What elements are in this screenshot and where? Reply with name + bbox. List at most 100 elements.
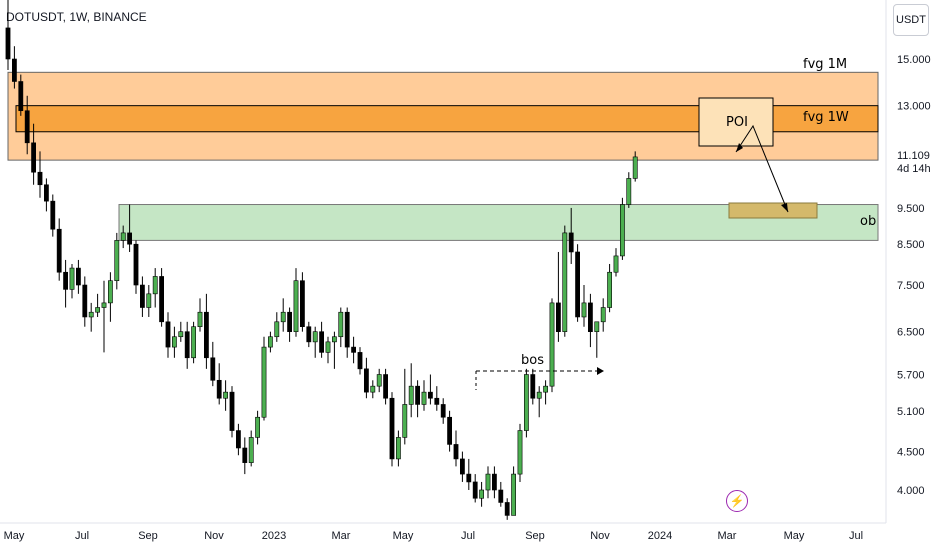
poi-label: POI bbox=[726, 115, 748, 130]
candle-down bbox=[344, 311, 350, 348]
candle-down bbox=[568, 232, 574, 253]
lightning-icon[interactable]: ⚡ bbox=[726, 490, 748, 512]
ob-label: ob bbox=[860, 214, 876, 229]
time-tick-label: May bbox=[4, 530, 25, 542]
candle-up bbox=[408, 385, 414, 405]
poi-box bbox=[698, 97, 774, 147]
bar-countdown: 4d 14h bbox=[897, 163, 931, 175]
candles-layer bbox=[5, 0, 638, 520]
candle-up bbox=[479, 489, 484, 499]
candle-down bbox=[18, 81, 24, 112]
candle-down bbox=[43, 184, 49, 202]
candle-down bbox=[133, 243, 139, 286]
candle-down bbox=[447, 416, 452, 445]
candle-up bbox=[549, 302, 555, 387]
candle-up bbox=[536, 391, 542, 399]
price-tick-label: 5.100 bbox=[897, 406, 925, 418]
candle-down bbox=[459, 458, 465, 475]
candle-down bbox=[440, 404, 446, 418]
candle-down bbox=[434, 397, 440, 405]
price-tick-label: 7.500 bbox=[897, 280, 925, 292]
candle-up bbox=[108, 280, 113, 304]
candle-up bbox=[632, 156, 638, 179]
price-tick-label: 4.000 bbox=[897, 485, 925, 497]
time-tick-label: Jul bbox=[461, 530, 475, 542]
candle-up bbox=[626, 178, 632, 205]
candle-down bbox=[491, 473, 497, 491]
candle-up bbox=[69, 267, 75, 290]
candle-down bbox=[415, 385, 420, 405]
candle-down bbox=[204, 311, 209, 359]
bos-arrowhead bbox=[597, 367, 604, 375]
bos-label: bos bbox=[521, 353, 544, 368]
fvg-1w-label: fvg 1W bbox=[803, 110, 849, 125]
time-tick-label: Sep bbox=[138, 530, 158, 542]
candle-up bbox=[248, 437, 254, 463]
time-tick-label: Mar bbox=[332, 530, 351, 542]
currency-button[interactable]: USDT bbox=[893, 4, 929, 36]
candle-down bbox=[306, 326, 312, 343]
candle-down bbox=[184, 331, 190, 359]
time-tick-label: 2023 bbox=[262, 530, 286, 542]
time-tick-label: May bbox=[784, 530, 805, 542]
candle-up bbox=[293, 280, 299, 332]
candle-up bbox=[267, 336, 273, 348]
candle-up bbox=[88, 311, 94, 318]
price-tick-label: 9.500 bbox=[897, 203, 925, 215]
candle-down bbox=[351, 346, 356, 353]
candle-up bbox=[223, 391, 228, 399]
candle-down bbox=[575, 251, 580, 318]
candle-up bbox=[325, 341, 331, 353]
fvg-1m-label: fvg 1M bbox=[803, 57, 847, 72]
candle-down bbox=[229, 391, 235, 431]
candle-down bbox=[63, 271, 68, 290]
candle-up bbox=[421, 391, 427, 405]
candle-up bbox=[197, 311, 203, 328]
candle-down bbox=[472, 481, 478, 499]
candle-up bbox=[255, 416, 260, 438]
candle-up bbox=[517, 430, 523, 475]
candle-down bbox=[466, 473, 472, 483]
candle-down bbox=[236, 430, 241, 449]
candle-up bbox=[114, 240, 120, 282]
candle-up bbox=[376, 374, 382, 387]
candle-up bbox=[395, 437, 401, 460]
candle-up bbox=[370, 385, 376, 393]
candle-down bbox=[12, 58, 17, 82]
candle-down bbox=[555, 302, 561, 332]
candle-down bbox=[37, 171, 43, 186]
candle-down bbox=[363, 368, 369, 393]
candle-down bbox=[50, 200, 56, 230]
candle-down bbox=[504, 502, 510, 516]
candle-down bbox=[389, 397, 395, 460]
price-tick-label: 5.700 bbox=[897, 370, 925, 382]
candle-up bbox=[562, 232, 568, 332]
candle-down bbox=[319, 331, 324, 353]
candle-up bbox=[331, 336, 337, 343]
time-tick-label: Nov bbox=[204, 530, 224, 542]
time-tick-label: Jul bbox=[75, 530, 89, 542]
candle-down bbox=[383, 374, 388, 399]
candle-down bbox=[287, 311, 292, 332]
candle-up bbox=[581, 302, 587, 318]
last-price-value: 11.109 bbox=[897, 150, 930, 162]
price-axis: 15.000 13.000 9.500 8.500 7.500 6.500 5.700 5.1… bbox=[897, 54, 931, 497]
candle-down bbox=[82, 284, 88, 318]
price-tick-label: 4.500 bbox=[897, 447, 925, 459]
time-tick-label: Sep bbox=[525, 530, 545, 542]
candle-up bbox=[191, 326, 196, 359]
candle-down bbox=[159, 276, 164, 323]
time-axis: May Jul Sep Nov 2023 Mar May Jul Sep Nov 2024 Mar Ma… bbox=[4, 530, 863, 542]
candle-up bbox=[613, 255, 619, 273]
candle-up bbox=[261, 346, 267, 418]
projection-arrowhead bbox=[781, 203, 788, 212]
candle-down bbox=[210, 357, 216, 381]
time-tick-label: Jul bbox=[849, 530, 863, 542]
candle-up bbox=[280, 311, 286, 323]
candle-down bbox=[76, 267, 81, 286]
candle-up bbox=[338, 311, 344, 338]
target-box bbox=[728, 202, 818, 219]
candle-up bbox=[523, 374, 529, 431]
time-tick-label: 2024 bbox=[648, 530, 672, 542]
